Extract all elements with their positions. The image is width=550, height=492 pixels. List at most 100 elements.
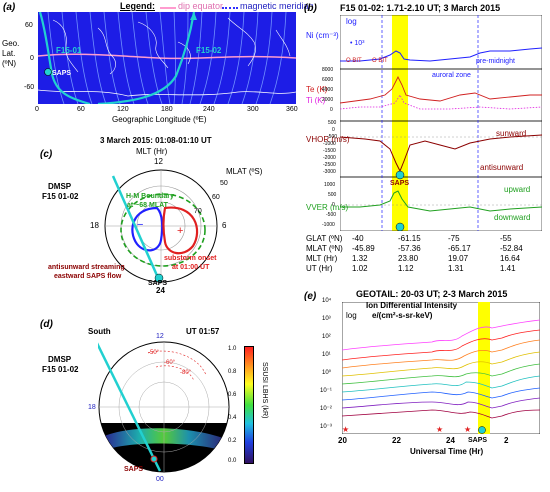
- vhor-tick-5: -1500: [323, 148, 336, 154]
- polar-dial-c: − +: [104, 169, 218, 283]
- e-ytick-4: 10¹: [322, 352, 331, 358]
- vhor-tick-6: -2000: [323, 155, 336, 161]
- e-xlabel: Universal Time (Hr): [410, 447, 484, 456]
- substorm-label-1: substorm onset: [164, 255, 217, 262]
- mlt24-label: 24: [156, 286, 165, 295]
- mlat-label: MLAT (ºS): [226, 167, 263, 176]
- table-row: MLAT (ºN) -45.89 -57.36 -65.17 -52.84: [306, 244, 523, 253]
- ni-log: log: [346, 17, 357, 26]
- a-xtick-6: 300: [247, 106, 259, 113]
- mlt12-label: 12: [154, 157, 163, 166]
- e-xtick-1: 20: [338, 436, 347, 445]
- mlt6-label: 6: [222, 221, 227, 230]
- legend-title: Legend:: [120, 1, 155, 11]
- e-ytick-3: 10²: [322, 334, 331, 340]
- a-xtick-1: 0: [35, 106, 39, 113]
- te-tick-1: 8000: [322, 67, 334, 73]
- a-xtick-4: 180: [161, 106, 173, 113]
- e-ytick-8: 10⁻³: [320, 424, 332, 430]
- vhor-curve: [340, 134, 542, 173]
- svg-text:★: ★: [464, 425, 471, 434]
- panel-d-label: (d): [40, 319, 53, 330]
- red-cell: [162, 206, 199, 255]
- ni-curve: [340, 47, 542, 62]
- legend-mag-swatch: [222, 7, 238, 9]
- e-xtick-4: 2: [504, 436, 509, 445]
- vver-curve: [340, 190, 542, 212]
- saps-marker-a: [44, 68, 52, 76]
- d-label-18: 18: [88, 404, 96, 411]
- cbar-tick-2: 0.8: [228, 369, 237, 375]
- sunward-label: sunward: [496, 129, 527, 138]
- track-f15-01: [38, 12, 91, 104]
- svg-text:−: −: [137, 219, 143, 231]
- ti-curve: [340, 94, 542, 110]
- ti-label: Ti (K): [306, 96, 326, 105]
- dmsp-label-d1: DMSP: [48, 355, 72, 364]
- cbar-tick-1: 1.0: [228, 346, 237, 352]
- vhor-tick-1: 500: [328, 120, 337, 126]
- orbit-table: GLAT (ºN) -40 -61.15 -75 -55 MLAT (ºN) -…: [306, 234, 546, 274]
- ut-label-d: UT 01:57: [186, 327, 220, 336]
- blue-cell: [131, 206, 164, 252]
- auroral-label: auroral zone: [432, 72, 471, 79]
- ni-scale: • 10³: [350, 40, 365, 47]
- vhor-tick-3: -500: [327, 134, 338, 140]
- substorm-label-2: at 01:00 UT: [172, 264, 210, 271]
- mlt18-label: 18: [90, 221, 99, 230]
- e-ytick-5: 10⁰: [322, 370, 332, 376]
- table-row: GLAT (ºN) -40 -61.15 -75 -55: [306, 234, 512, 243]
- table-row: MLT (Hr) 1.32 23.80 19.07 16.64: [306, 254, 521, 263]
- saps-label-b: SAPS: [390, 180, 410, 187]
- panel-a-label: (a): [3, 2, 16, 13]
- r60-label: 60: [212, 194, 220, 201]
- saps-track-d: [98, 342, 162, 472]
- vver-label: VVER (m/s): [306, 203, 349, 212]
- te-tick-2: 6000: [322, 77, 334, 83]
- panel-a-ylabel-2: Lat.: [2, 49, 16, 58]
- antisunward-label: antisunward: [480, 163, 524, 172]
- track-f15-02: [97, 12, 196, 104]
- te-label: Te (K): [306, 85, 328, 94]
- vver-tick-4: -500: [326, 212, 337, 218]
- ssusi-polar-map: [98, 341, 230, 473]
- a-ytick-3: -60: [24, 84, 35, 91]
- te-tick-4: 2000: [322, 97, 334, 103]
- track1-label: F15-01: [56, 46, 82, 55]
- e-xtick-3: 24: [446, 436, 455, 445]
- dmsp-label-c1: DMSP: [48, 182, 72, 191]
- hm-label-1: H-M Boundary: [126, 193, 174, 200]
- a-ytick-1: 60: [25, 22, 33, 29]
- panel-e-label: (e): [304, 291, 317, 302]
- legend-mag-label: magnetic meridian: [240, 1, 314, 11]
- a-xlabel: Geographic Longitude (ºE): [112, 115, 207, 124]
- cbar-tick-5: 0.2: [228, 438, 237, 444]
- panel-b-label: (b): [304, 3, 317, 14]
- dmsp-label-d2: F15 01-02: [42, 365, 79, 374]
- svg-text:★: ★: [342, 425, 349, 434]
- saps-highlight-e: [478, 302, 490, 434]
- table-row: UT (Hr) 1.02 1.12 1.31 1.41: [306, 264, 516, 273]
- mlt-label: MLT (Hr): [136, 147, 168, 156]
- saps-marker-c: [154, 273, 164, 283]
- cbar-label: SSUSI LBHS (kR): [261, 362, 268, 419]
- panel-b-title: F15 01-02: 1.71-2.10 UT; 3 March 2015: [340, 3, 501, 13]
- panel-c-label: (c): [40, 149, 53, 160]
- panel-a-ylabel-3: (ºN): [2, 59, 17, 68]
- e-intensity-1: Ion Differential Intensity: [366, 301, 458, 310]
- saps-highlight-b: [392, 15, 408, 231]
- a-xtick-2: 60: [77, 106, 85, 113]
- svg-text:★: ★: [436, 425, 443, 434]
- a-xtick-7: 360: [286, 106, 298, 113]
- saps-label-a: SAPS: [52, 70, 72, 77]
- obit1: O BIT: [346, 58, 362, 64]
- magnetic-meridians: [47, 12, 287, 104]
- e-ytick-1: 10⁴: [322, 298, 332, 304]
- e-xtick-2: 22: [392, 436, 401, 445]
- legend-dip-label: dip equator: [178, 1, 224, 11]
- saps-label-e: SAPS: [468, 437, 488, 444]
- te-tick-3: 4000: [322, 87, 334, 93]
- panel-c-time: 3 March 2015: 01:08-01:10 UT: [100, 136, 212, 145]
- vver-tick-5: -1000: [322, 222, 335, 228]
- d-label-c60: -60°: [164, 360, 176, 366]
